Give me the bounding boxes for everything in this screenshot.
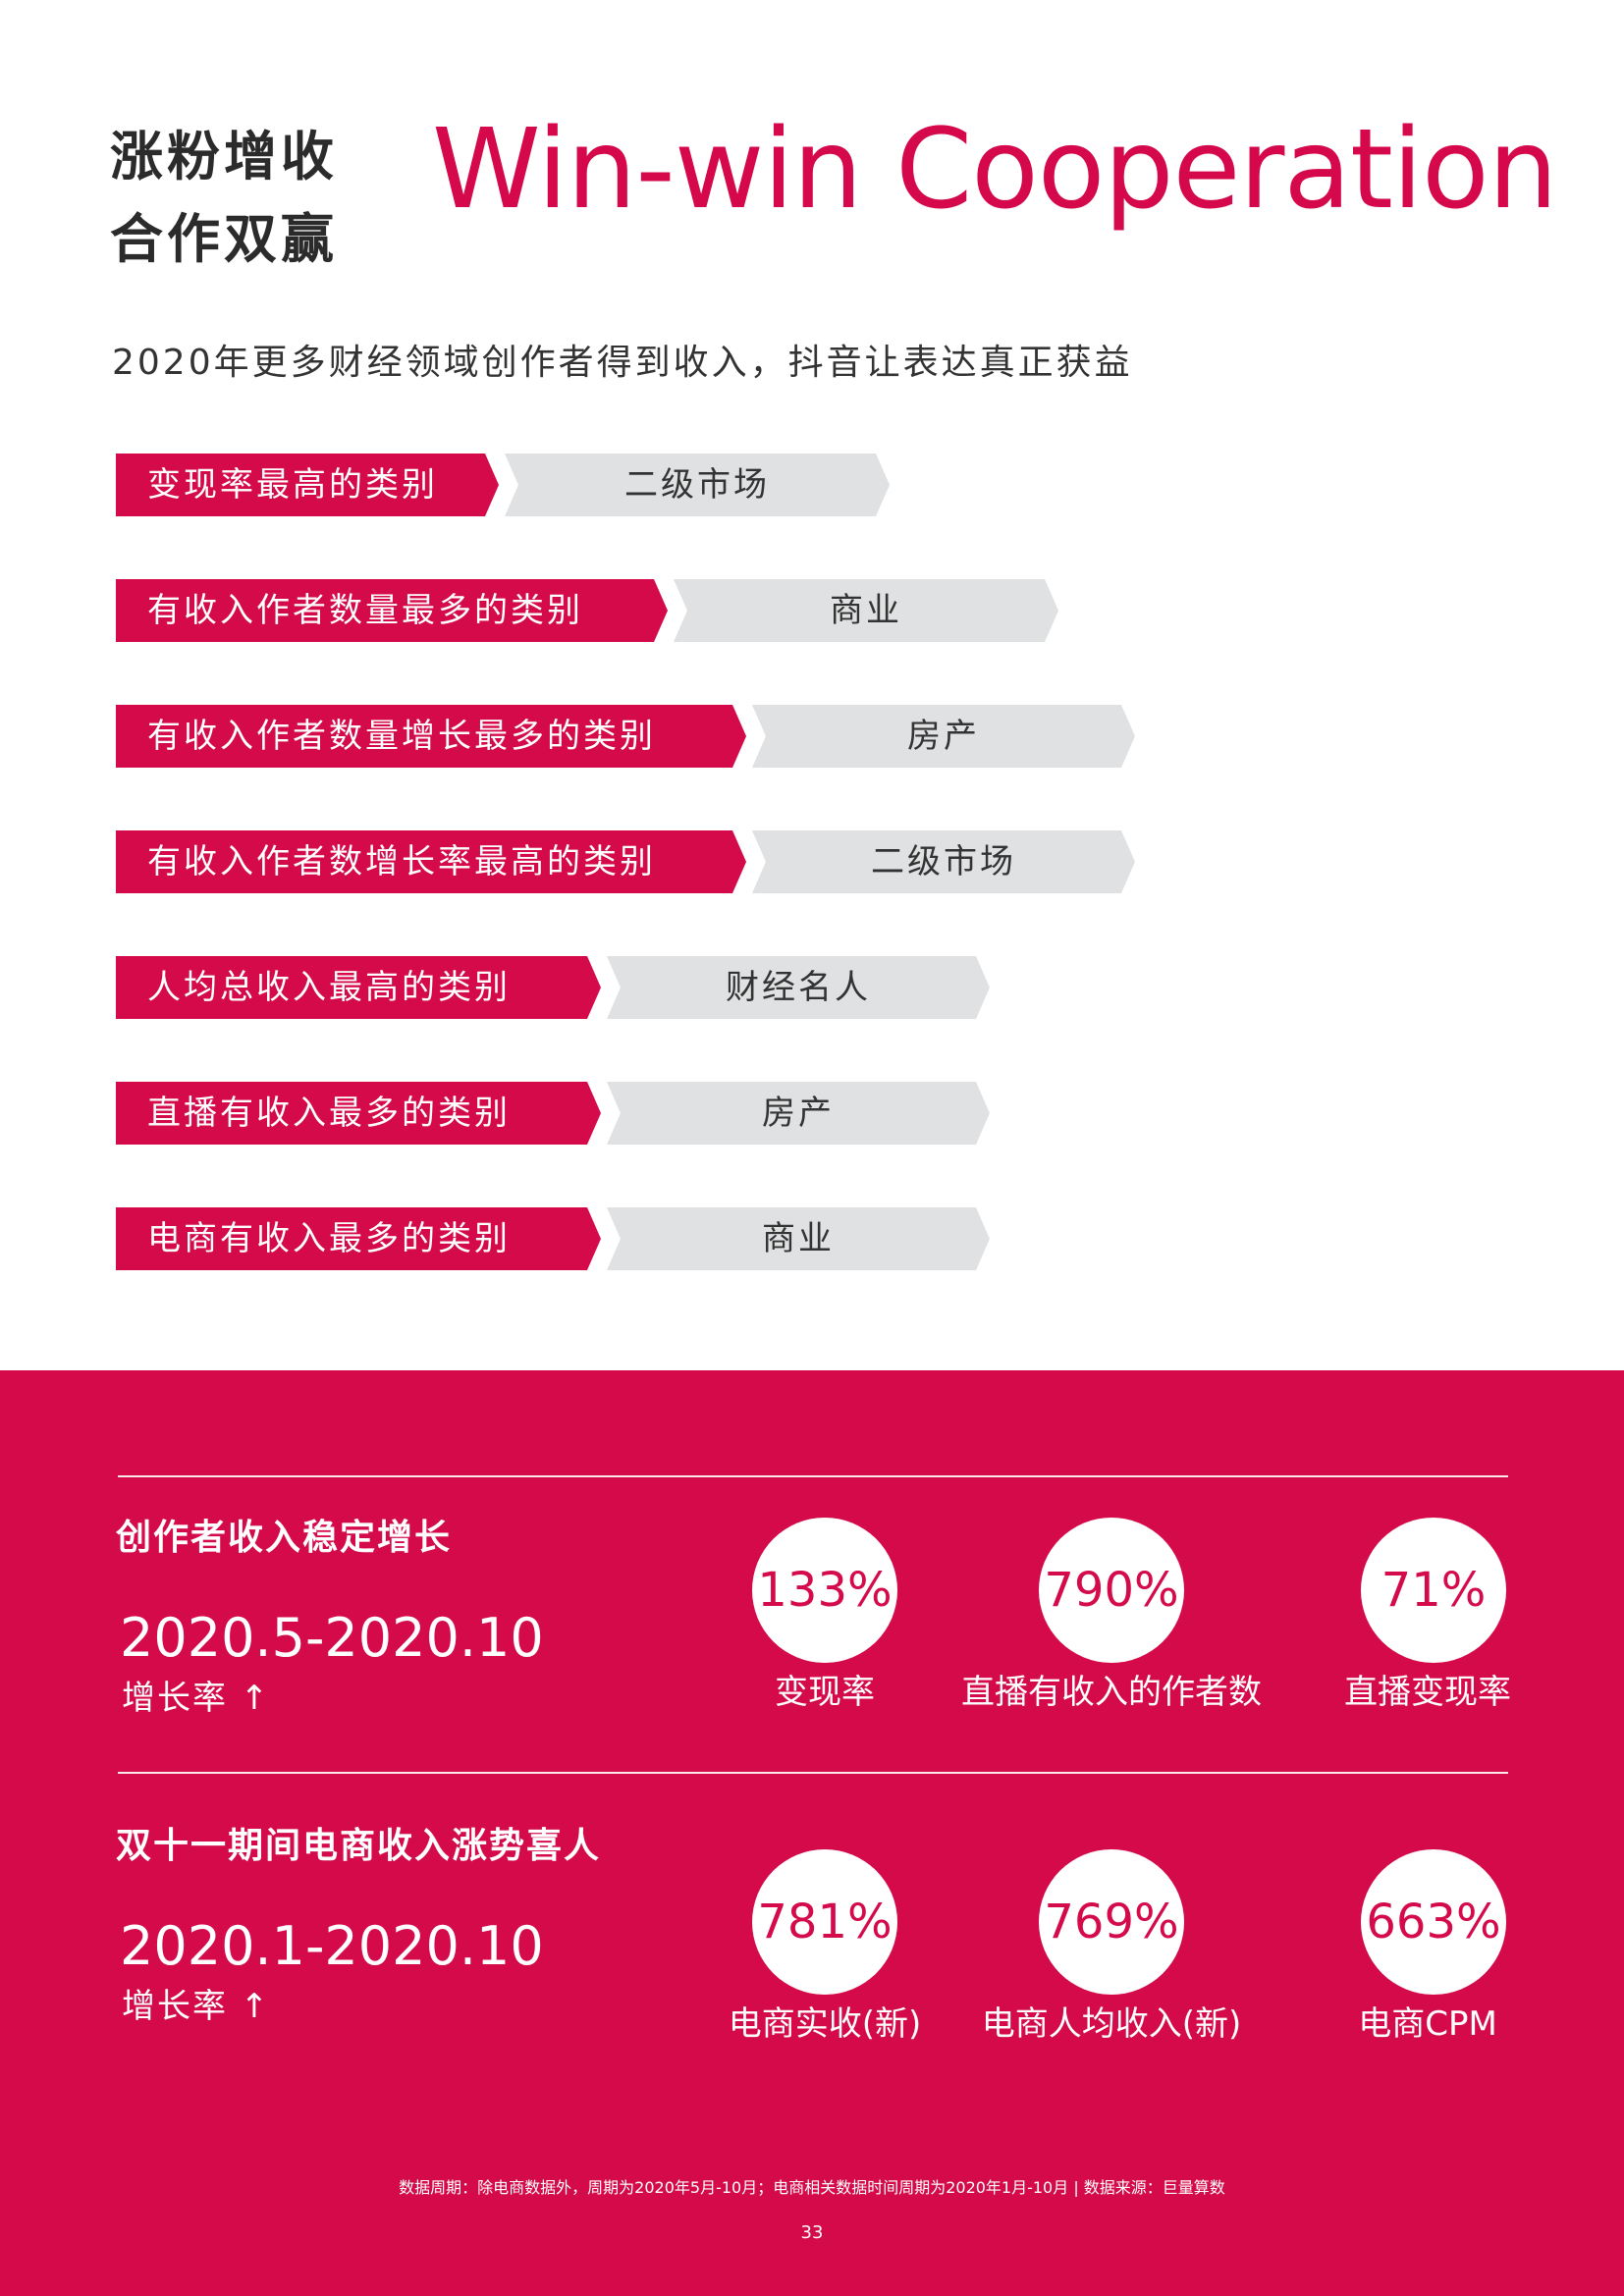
stats-period: 2020.1-2020.10 bbox=[120, 1915, 544, 1977]
category-label-tag: 人均总收入最高的类别 bbox=[116, 956, 601, 1019]
stat-label: 电商CPM bbox=[1358, 2004, 1497, 2044]
stats-period: 2020.5-2020.10 bbox=[120, 1607, 544, 1669]
stat-value-circle: 781% bbox=[752, 1849, 897, 1995]
category-label-tag: 有收入作者数量增长最多的类别 bbox=[116, 705, 746, 768]
stat-label: 直播有收入的作者数 bbox=[961, 1673, 1262, 1712]
category-label-tag: 变现率最高的类别 bbox=[116, 454, 499, 516]
divider-line bbox=[118, 1475, 1508, 1477]
category-label-tag: 有收入作者数增长率最高的类别 bbox=[116, 830, 746, 893]
category-value-tag: 房产 bbox=[752, 705, 1135, 768]
stat-label: 直播变现率 bbox=[1344, 1673, 1511, 1712]
stat-value-circle: 133% bbox=[752, 1518, 897, 1663]
stat-value-circle: 71% bbox=[1361, 1518, 1506, 1663]
page-subtitle: 2020年更多财经领域创作者得到收入，抖音让表达真正获益 bbox=[112, 343, 1133, 383]
english-title: Win-win Cooperation bbox=[432, 106, 1558, 234]
divider-line bbox=[118, 1772, 1508, 1774]
growth-rate-label: 增长率 ↑ bbox=[122, 1987, 271, 2026]
growth-rate-label: 增长率 ↑ bbox=[122, 1679, 271, 1718]
category-label-tag: 直播有收入最多的类别 bbox=[116, 1082, 601, 1145]
chinese-title-line-1: 涨粉增收 bbox=[110, 126, 338, 187]
category-value-tag: 二级市场 bbox=[505, 454, 890, 516]
stat-value-circle: 769% bbox=[1039, 1849, 1184, 1995]
category-value-tag: 商业 bbox=[674, 579, 1058, 642]
category-value-tag: 财经名人 bbox=[607, 956, 990, 1019]
page-number: 33 bbox=[800, 2222, 824, 2243]
stats-section-title: 双十一期间电商收入涨势喜人 bbox=[116, 1826, 602, 1866]
category-value-tag: 商业 bbox=[607, 1207, 990, 1270]
category-label-tag: 电商有收入最多的类别 bbox=[116, 1207, 601, 1270]
data-source-footnote: 数据周期：除电商数据外，周期为2020年5月-10月；电商相关数据时间周期为20… bbox=[399, 2178, 1225, 2197]
stats-section-title: 创作者收入稳定增长 bbox=[116, 1518, 453, 1558]
category-value-tag: 房产 bbox=[607, 1082, 990, 1145]
stat-label: 电商实收(新) bbox=[728, 2004, 922, 2044]
stat-label: 电商人均收入(新) bbox=[981, 2004, 1242, 2044]
stat-value-circle: 790% bbox=[1039, 1518, 1184, 1663]
stat-value-circle: 663% bbox=[1361, 1849, 1506, 1995]
top-section: 涨粉增收 合作双赢 Win-win Cooperation 2020年更多财经领… bbox=[110, 106, 1558, 1270]
stat-label: 变现率 bbox=[775, 1673, 875, 1712]
chinese-title: 涨粉增收 合作双赢 bbox=[110, 116, 338, 281]
chinese-title-line-2: 合作双赢 bbox=[110, 208, 338, 270]
category-value-tag: 二级市场 bbox=[752, 830, 1135, 893]
category-label-tag: 有收入作者数量最多的类别 bbox=[116, 579, 668, 642]
